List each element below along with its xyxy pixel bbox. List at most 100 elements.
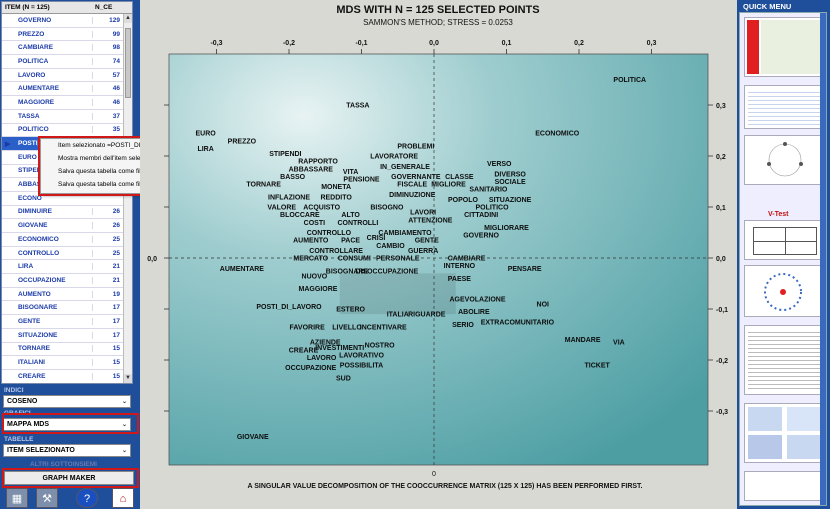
- row-count: 129: [92, 16, 122, 24]
- row-count: 37: [92, 112, 122, 120]
- table-row[interactable]: ECONO: [2, 192, 132, 206]
- table-row[interactable]: AUMENTARE 46: [2, 82, 132, 97]
- row-count: 46: [92, 85, 122, 93]
- tabelle-select[interactable]: ITEM SELEZIONATO ⌄: [3, 444, 131, 457]
- point-label: VALORE: [267, 205, 296, 212]
- table-row[interactable]: CREARE 15: [2, 370, 132, 383]
- thumbnail-vtest[interactable]: [744, 220, 824, 260]
- table-row[interactable]: MAGGIORE 46: [2, 96, 132, 110]
- help-icon[interactable]: ?: [76, 488, 98, 508]
- point-label: POPOLO: [448, 197, 479, 204]
- row-count: 74: [92, 57, 122, 65]
- row-item: STIPEND: [18, 167, 47, 175]
- menu-item-show-members[interactable]: Mostra membri dell'item selezionato: [58, 155, 162, 162]
- x-tick-label: 0,3: [647, 40, 657, 47]
- row-count: 35: [92, 126, 122, 134]
- table-row[interactable]: CONTROLLO 25: [2, 247, 132, 261]
- point-label: LAVORATORE: [370, 154, 418, 161]
- tools-icon[interactable]: ⚒: [36, 488, 58, 508]
- quick-menu-panel: QUICK MENU V-Test: [737, 0, 830, 509]
- row-item: OCCUPAZIONE: [18, 276, 66, 284]
- point-label: LAVORI: [410, 210, 436, 217]
- menu-item-selected[interactable]: Item selezionato =POSTI_DI_LAVORO: [58, 142, 171, 149]
- y-tick-label: -0,3: [716, 409, 728, 416]
- point-label: COSTI: [304, 220, 325, 227]
- scroll-up-icon[interactable]: ▲: [124, 14, 132, 23]
- indici-select[interactable]: COSENO ⌄: [3, 395, 131, 408]
- row-pointer-icon: ▶: [5, 140, 11, 148]
- header-item[interactable]: ITEM (N = 125): [5, 4, 50, 11]
- table-row[interactable]: LAVORO 57: [2, 69, 132, 83]
- point-label: ABBASSARE: [289, 166, 334, 173]
- graph-maker-button[interactable]: GRAPH MAKER: [4, 471, 134, 485]
- scroll-thumb[interactable]: [125, 28, 131, 98]
- thumbnail-misc[interactable]: [744, 471, 824, 501]
- table-row[interactable]: GIOVANE 26: [2, 219, 132, 233]
- point-label: MIGLIORARE: [484, 225, 529, 232]
- table-scrollbar[interactable]: ▲ ▼: [123, 14, 132, 383]
- table-row[interactable]: GENTE 17: [2, 315, 132, 329]
- table-row[interactable]: PREZZO 99: [2, 28, 132, 42]
- x-tick-label: -0,1: [355, 40, 367, 47]
- thumbnail-charts[interactable]: [744, 403, 824, 463]
- table-row[interactable]: GOVERNO 129: [2, 14, 132, 28]
- point-label: CONSUMI: [338, 256, 371, 263]
- point-label: PREZZO: [228, 138, 257, 145]
- home-icon[interactable]: ⌂: [112, 488, 134, 508]
- point-label: POSSIBILITA: [340, 363, 383, 370]
- row-count: 98: [92, 44, 122, 52]
- point-label: INFLAZIONE: [268, 194, 310, 201]
- mds-chart: MDS WITH N = 125 SELECTED POINTS SAMMON'…: [147, 4, 728, 490]
- table-row[interactable]: CAMBIARE 98: [2, 41, 132, 56]
- table-row[interactable]: BISOGNARE 17: [2, 301, 132, 316]
- menu-item-save-csv[interactable]: Salva questa tabella come file .csv: [58, 181, 158, 188]
- point-label: PAESE: [448, 276, 472, 283]
- row-item: PREZZO: [18, 30, 45, 38]
- table-row[interactable]: TASSA 37: [2, 110, 132, 124]
- row-count: 17: [92, 317, 122, 325]
- quick-menu-list[interactable]: V-Test: [739, 12, 827, 506]
- point-label: EXTRACOMUNITARIO: [481, 319, 555, 326]
- thumbnail-text[interactable]: [744, 325, 824, 395]
- thumbnail-table[interactable]: [744, 17, 824, 77]
- table-row[interactable]: OCCUPAZIONE 21: [2, 274, 132, 288]
- chart-title: MDS WITH N = 125 SELECTED POINTS: [336, 4, 539, 16]
- center-label: 0: [432, 471, 436, 478]
- highlight-box: [2, 413, 139, 434]
- row-count: 21: [92, 276, 122, 284]
- row-count: 26: [92, 208, 122, 216]
- table-row[interactable]: POLITICA 74: [2, 55, 132, 69]
- point-label: POLITICO: [475, 205, 509, 212]
- table-row[interactable]: ECONOMICO 25: [2, 233, 132, 247]
- point-label: ECONOMICO: [535, 131, 580, 138]
- point-label: GENTE: [415, 238, 439, 245]
- highlight-box: [2, 468, 139, 488]
- row-count: 99: [92, 30, 122, 38]
- point-label: BISOGNO: [370, 205, 404, 212]
- header-count[interactable]: N_CE: [95, 4, 113, 11]
- table-row[interactable]: AUMENTO 19: [2, 288, 132, 302]
- table-row[interactable]: DIMINUIRE 26: [2, 206, 132, 220]
- thumbnail-circle-graph[interactable]: [744, 265, 824, 317]
- thumbnail-network[interactable]: [744, 135, 824, 185]
- point-label: NOSTRO: [365, 342, 396, 349]
- point-label: CAMBIO: [376, 243, 405, 250]
- row-item: POLITICO: [18, 126, 49, 134]
- chart-subtitle: SAMMON'S METHOD; STRESS = 0.0253: [363, 18, 513, 27]
- thumbnail-table-2[interactable]: [744, 85, 824, 129]
- table-body: GOVERNO 129 PREZZO 99 CAMBIARE 98 POLITICA 74 LA…: [2, 14, 132, 383]
- table-row[interactable]: LIRA 21: [2, 260, 132, 275]
- grid-icon[interactable]: ▦: [6, 488, 28, 508]
- table-row[interactable]: ITALIANI 15: [2, 356, 132, 370]
- table-row[interactable]: TORNARE 15: [2, 343, 132, 357]
- row-count: 17: [92, 304, 122, 312]
- point-label: ATTENZIONE: [408, 217, 453, 224]
- scroll-down-icon[interactable]: ▼: [124, 374, 132, 383]
- point-label: LAVORATIVO: [339, 352, 384, 359]
- menu-item-save-xls[interactable]: Salva questa tabella come file .xls: [58, 168, 156, 175]
- point-label: POLITICA: [613, 77, 646, 84]
- point-label: LAVORO: [307, 355, 337, 362]
- point-label: PACE: [341, 238, 360, 245]
- quick-menu-scrollbar[interactable]: [820, 13, 826, 505]
- table-row[interactable]: SITUAZIONE 17: [2, 329, 132, 343]
